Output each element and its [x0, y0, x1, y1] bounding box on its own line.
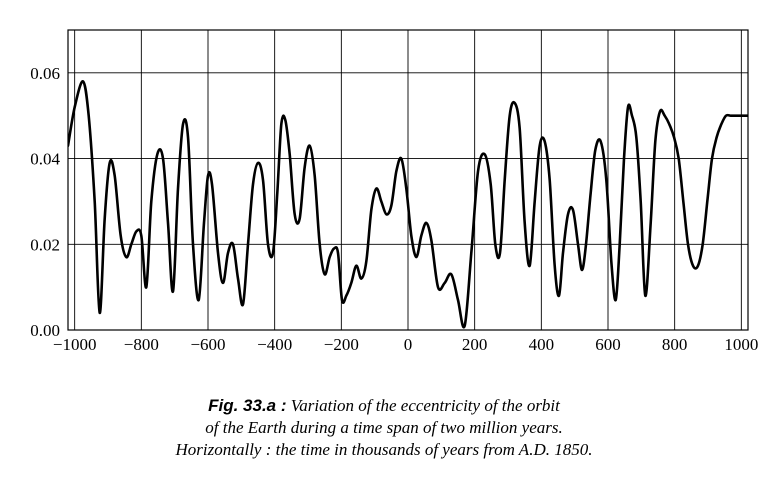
x-tick-label: 200 [462, 335, 488, 354]
caption-text-1: Variation of the eccentricity of the orb… [290, 396, 560, 415]
x-tick-label: −800 [124, 335, 159, 354]
x-axis: −1000 −800 −600 −400 −200 0 200 400 600 800 1000 [53, 335, 758, 354]
x-tick-label: −1000 [53, 335, 97, 354]
grid-lines [68, 30, 748, 330]
y-tick-label: 0.00 [30, 321, 60, 340]
x-tick-label: 400 [529, 335, 555, 354]
x-tick-label: 800 [662, 335, 688, 354]
x-tick-label: 600 [595, 335, 621, 354]
caption-line-3: Horizontally : the time in thousands of … [175, 440, 593, 459]
caption-line-2: of the Earth during a time span of two m… [205, 418, 563, 437]
y-tick-label: 0.04 [30, 150, 60, 169]
caption-figure-label: Fig. 33.a : [208, 396, 287, 415]
x-tick-label: −200 [324, 335, 359, 354]
plot-frame [67, 29, 749, 331]
y-tick-label: 0.06 [30, 64, 60, 83]
x-tick-label: 0 [404, 335, 413, 354]
y-axis: 0.00 0.02 0.04 0.06 [30, 64, 60, 340]
eccentricity-chart: −1000 −800 −600 −400 −200 0 200 400 600 800 1000 0… [30, 29, 758, 354]
x-tick-label: −600 [190, 335, 225, 354]
y-tick-label: 0.02 [30, 235, 60, 254]
eccentricity-series-line [68, 80, 748, 329]
caption-line-1: Fig. 33.a : Variation of the eccentricit… [0, 395, 768, 417]
figure-caption: Fig. 33.a : Variation of the eccentricit… [0, 395, 768, 461]
x-tick-label: 1000 [724, 335, 758, 354]
x-tick-label: −400 [257, 335, 292, 354]
